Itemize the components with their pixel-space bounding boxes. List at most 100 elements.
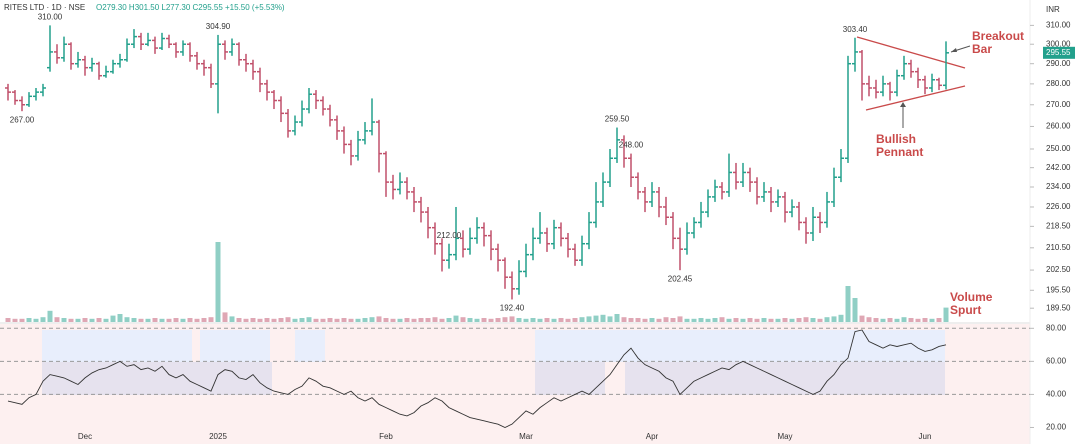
rsi-zone (200, 330, 270, 362)
volume-bar (943, 307, 949, 322)
volume-bar (607, 316, 613, 322)
volume-bar (915, 318, 921, 322)
volume-bar (635, 318, 641, 322)
x-tick-label: Jun (919, 432, 932, 441)
annotation: Breakout (972, 29, 1024, 43)
volume-bar (712, 318, 718, 322)
x-tick-label: May (777, 432, 792, 441)
volume-bar (19, 318, 25, 322)
volume-bar (264, 318, 270, 322)
volume-bar (257, 318, 263, 322)
volume-bar (628, 318, 634, 322)
volume-bar (320, 318, 326, 322)
volume-bar (159, 318, 165, 322)
pennant-upper (856, 36, 966, 69)
volume-bar (327, 318, 333, 322)
volume-bar (936, 318, 942, 322)
volume-bar (866, 317, 872, 322)
volume-bar (54, 317, 60, 322)
volume-bar (138, 318, 144, 322)
volume-bar (705, 318, 711, 322)
volume-bar (439, 318, 445, 322)
volume-bar (733, 318, 739, 322)
volume-bar (75, 318, 81, 322)
volume-bar (187, 318, 193, 322)
volume-bar (908, 318, 914, 322)
volume-bar (12, 318, 18, 322)
volume-bar (285, 317, 291, 322)
volume-bar (516, 318, 522, 322)
volume-bar (572, 318, 578, 322)
x-tick-label: Dec (78, 432, 92, 441)
volume-bar (432, 317, 438, 322)
volume-bar (530, 318, 536, 322)
y-tick-label: 310.00 (1046, 20, 1071, 29)
volume-bar (887, 318, 893, 322)
volume-bar (880, 318, 886, 322)
volume-bar (670, 318, 676, 322)
volume-bar (488, 318, 494, 322)
volume-bar (208, 317, 214, 322)
volume-bar (684, 318, 690, 322)
y-tick-label: 270.00 (1046, 100, 1071, 109)
volume-bar (117, 314, 123, 322)
volume-bar (817, 318, 823, 322)
extreme-label: 267.00 (10, 115, 35, 124)
volume-bar (103, 318, 109, 322)
volume-bar (411, 318, 417, 322)
volume-bar (838, 314, 844, 322)
volume-bar (313, 318, 319, 322)
volume-bar (551, 318, 557, 322)
volume-bar (789, 318, 795, 322)
x-tick-label: Apr (646, 432, 659, 441)
y-tick-label: 189.50 (1046, 303, 1071, 312)
volume-bar (40, 317, 46, 322)
volume-bar (131, 318, 137, 322)
volume-bar (229, 316, 235, 322)
rsi-zone (625, 362, 945, 395)
volume-bar (306, 317, 312, 322)
volume-bar (299, 318, 305, 322)
rsi-zone (535, 362, 605, 395)
volume-bar (362, 318, 368, 322)
volume-bar (453, 315, 459, 322)
volume-bar (621, 317, 627, 322)
currency: INR (1046, 5, 1060, 14)
volume-bar (376, 316, 382, 322)
volume-bar (579, 317, 585, 322)
volume-bar (614, 314, 620, 322)
extreme-label: 310.00 (38, 12, 63, 21)
volume-bar (796, 318, 802, 322)
rsi-zone (295, 330, 325, 362)
volume-bar (642, 318, 648, 322)
extreme-label: 248.00 (619, 141, 644, 150)
volume-bar (495, 318, 501, 322)
last-price-label: 295.55 (1046, 48, 1071, 57)
volume-bar (460, 317, 466, 322)
volume-bar (194, 318, 200, 322)
y-tick-label: 234.00 (1046, 182, 1071, 191)
annotation: Bar (972, 42, 992, 56)
extreme-label: 212.00 (437, 231, 462, 240)
x-tick-label: Feb (379, 432, 393, 441)
volume-bar (68, 318, 74, 322)
volume-bar (656, 318, 662, 322)
y-tick-label: 290.00 (1046, 59, 1071, 68)
volume-bar (719, 317, 725, 322)
y-tick-label: 210.50 (1046, 243, 1071, 252)
volume-bar (271, 318, 277, 322)
volume-bar (663, 317, 669, 322)
volume-bar (292, 318, 298, 322)
volume-bar (96, 318, 102, 322)
volume-bar (747, 318, 753, 322)
volume-bar (250, 318, 256, 322)
volume-bar (852, 298, 858, 322)
volume-bar (236, 318, 242, 322)
y-tick-label: 242.00 (1046, 163, 1071, 172)
rsi-zone (42, 330, 192, 362)
symbol: RITES LTD · 1D · NSE (4, 3, 85, 12)
volume-bar (726, 318, 732, 322)
volume-bar (173, 318, 179, 322)
volume-bar (873, 318, 879, 322)
volume-bar (201, 318, 207, 322)
